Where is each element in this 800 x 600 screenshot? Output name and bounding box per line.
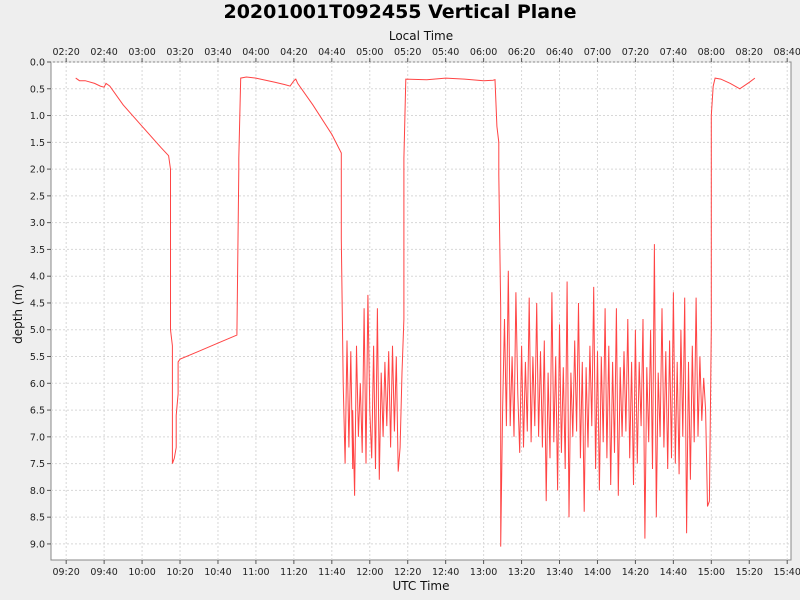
- x-tick-label-utc: 09:20: [52, 567, 79, 578]
- x-tick-label-local: 05:00: [356, 47, 383, 58]
- x-tick-label-local: 08:20: [736, 47, 763, 58]
- y-tick-label: 9.0: [30, 539, 45, 550]
- x-tick-label-local: 04:00: [242, 47, 269, 58]
- x-tick-label-local: 03:40: [204, 47, 231, 58]
- x-tick-label-utc: 13:00: [470, 567, 497, 578]
- x-tick-label-local: 04:20: [280, 47, 307, 58]
- grid-lines: [51, 61, 791, 560]
- x2-axis-label: Local Time: [389, 29, 453, 43]
- x-tick-label-local: 07:20: [622, 47, 649, 58]
- y-tick-label: 2.5: [30, 191, 45, 202]
- x-tick-label-utc: 10:40: [204, 567, 231, 578]
- x-tick-label-utc: 15:00: [698, 567, 725, 578]
- x-tick-label-utc: 10:00: [128, 567, 155, 578]
- x-tick-label-local: 02:40: [90, 47, 117, 58]
- depth-series-line: [75, 76, 756, 547]
- x-axis-ticks-utc: 09:20 09:40 10:00 10:20 10:40 11:00 11:20 11:40…: [52, 560, 800, 578]
- x-axis-ticks-local: 02:20 02:40 03:00 03:20 03:40 04:00 04:20 04:40…: [52, 47, 800, 62]
- x-tick-label-utc: 10:20: [166, 567, 193, 578]
- y-tick-label: 6.0: [30, 379, 45, 390]
- plot-area: [50, 61, 792, 561]
- x-tick-label-local: 03:20: [166, 47, 193, 58]
- y-tick-label: 4.5: [30, 298, 45, 309]
- x-tick-label-local: 06:20: [508, 47, 535, 58]
- y-tick-label: 2.0: [30, 165, 45, 176]
- y-tick-label: 3.0: [30, 218, 45, 229]
- x-tick-label-utc: 11:00: [242, 567, 269, 578]
- x-tick-label-utc: 13:40: [546, 567, 573, 578]
- x-tick-label-utc: 12:40: [432, 567, 459, 578]
- x-tick-label-local: 03:00: [128, 47, 155, 58]
- x-tick-label-utc: 13:20: [508, 567, 535, 578]
- y-axis-label: depth (m): [11, 284, 25, 344]
- y-tick-label: 7.0: [30, 432, 45, 443]
- x-tick-label-utc: 11:20: [280, 567, 307, 578]
- y-tick-label: 1.0: [30, 111, 45, 122]
- x-tick-label-local: 08:40: [774, 47, 800, 58]
- y-tick-label: 5.5: [30, 352, 45, 363]
- x-tick-label-local: 07:00: [584, 47, 611, 58]
- y-tick-label: 6.5: [30, 406, 45, 417]
- x-tick-label-local: 05:40: [432, 47, 459, 58]
- x-tick-label-local: 06:00: [470, 47, 497, 58]
- x-tick-label-utc: 09:40: [90, 567, 117, 578]
- y-tick-label: 0.5: [30, 84, 45, 95]
- y-tick-label: 8.0: [30, 486, 45, 497]
- x-tick-label-utc: 12:00: [356, 567, 383, 578]
- x-axis-label: UTC Time: [393, 579, 450, 593]
- y-tick-label: 8.5: [30, 513, 45, 524]
- x-tick-label-utc: 15:40: [774, 567, 800, 578]
- y-axis-ticks: 0.0 0.5 1.0 1.5 2.0 2.5 3.0 3.5 4.0 4.5 5.0 5.5 6.0 6…: [30, 58, 51, 550]
- x-tick-label-local: 07:40: [660, 47, 687, 58]
- x-tick-label-local: 06:40: [546, 47, 573, 58]
- x-tick-label-local: 08:00: [698, 47, 725, 58]
- y-tick-label: 0.0: [30, 58, 45, 69]
- chart-title: 20201001T092455 Vertical Plane: [223, 1, 577, 23]
- y-tick-label: 5.0: [30, 325, 45, 336]
- y-tick-label: 7.5: [30, 459, 45, 470]
- x-tick-label-local: 04:40: [318, 47, 345, 58]
- x-tick-label-utc: 14:20: [622, 567, 649, 578]
- x-tick-label-utc: 14:40: [660, 567, 687, 578]
- x-tick-label-local: 02:20: [52, 47, 79, 58]
- x-tick-label-local: 05:20: [394, 47, 421, 58]
- y-tick-label: 3.5: [30, 245, 45, 256]
- y-tick-label: 1.5: [30, 138, 45, 149]
- x-tick-label-utc: 14:00: [584, 567, 611, 578]
- y-tick-label: 4.0: [30, 272, 45, 283]
- x-tick-label-utc: 15:20: [736, 567, 763, 578]
- x-tick-label-utc: 11:40: [318, 567, 345, 578]
- x-tick-label-utc: 12:20: [394, 567, 421, 578]
